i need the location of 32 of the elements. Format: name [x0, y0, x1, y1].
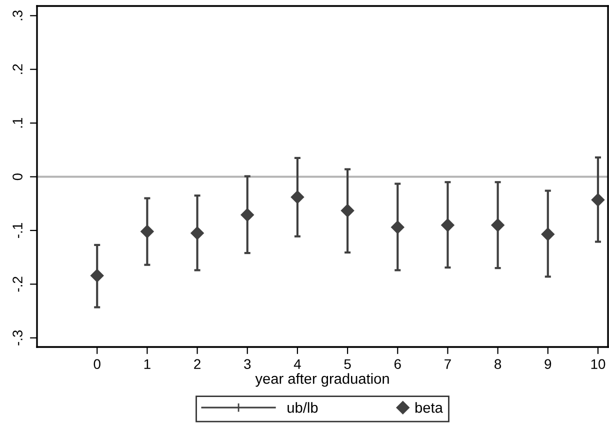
point — [140, 224, 154, 238]
point — [190, 226, 204, 240]
x-tick-label: 6 — [394, 359, 401, 370]
x-tick-label: 1 — [144, 359, 150, 369]
x-tick-label: 4 — [294, 359, 301, 369]
point — [240, 208, 254, 222]
y-tick-label: -.2 — [12, 276, 22, 292]
point — [340, 204, 354, 218]
y-tick-label: 0 — [12, 173, 22, 180]
x-tick-label: 3 — [244, 359, 251, 370]
x-tick-label: 10 — [591, 359, 606, 370]
point — [441, 218, 454, 232]
point — [290, 190, 304, 204]
x-tick-label: 5 — [344, 359, 351, 370]
x-tick-label: 2 — [194, 359, 200, 369]
point — [90, 268, 104, 282]
y-tick-label: .1 — [12, 118, 22, 128]
point — [591, 193, 605, 206]
x-tick-label: 0 — [94, 359, 100, 370]
x-tick-label: 8 — [494, 359, 502, 370]
y-tick-label: .2 — [12, 64, 22, 74]
x-tick-label: 9 — [544, 359, 552, 370]
x-tick-label: 7 — [444, 359, 451, 369]
point — [491, 218, 504, 232]
x-axis-title: year after graduation — [255, 373, 389, 387]
text: ub/lb — [288, 402, 318, 413]
y-tick-label: -.3 — [12, 330, 22, 346]
y-tick-label: .3 — [12, 10, 22, 20]
point — [391, 220, 404, 234]
point — [541, 228, 554, 241]
y-tick-label: -.1 — [12, 223, 22, 238]
legend-label: beta — [415, 402, 443, 413]
